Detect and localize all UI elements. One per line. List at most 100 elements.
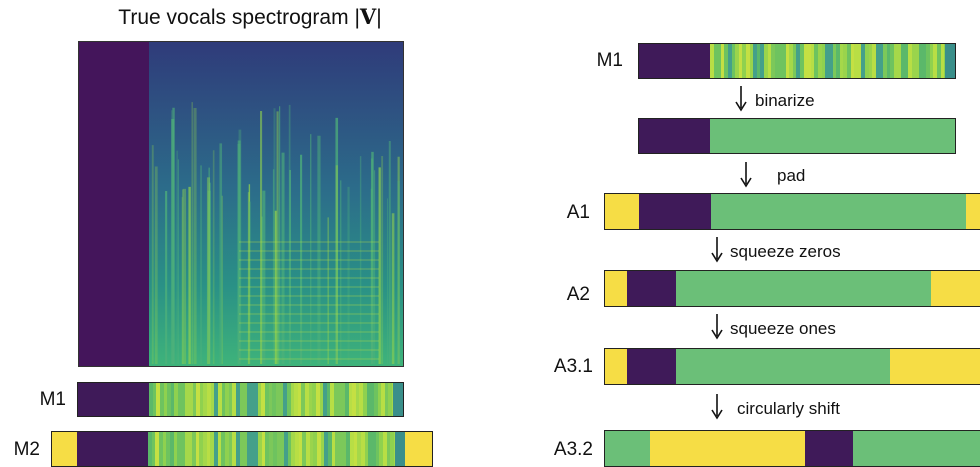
mask-stripe [305,383,310,416]
mask-stripe [731,44,736,78]
zero-segment [627,271,676,306]
mask-stripe [148,432,153,466]
mask-stripe [203,383,208,416]
mask-stripe [170,432,175,466]
a32-label: A3.2 [553,439,593,460]
title-symbol-close: | [376,6,382,29]
zero-segment [805,431,853,466]
mask-stripe [181,383,186,416]
mask-stripe [232,383,237,416]
mask-stripe [268,383,273,416]
mask-stripe [214,432,219,466]
pad-left-segment [605,349,628,384]
mask-stripe [232,432,237,466]
mask-stripe [177,432,182,466]
circular-shift-step-label: circularly shift [737,399,840,418]
mask-stripe [283,432,288,466]
mask-stripe [918,44,924,78]
mask-stripe [236,432,241,466]
left-m1-mask [77,382,404,417]
mask-stripe [371,432,377,466]
mask-stripe [297,383,302,416]
mask-stripe [774,44,779,78]
mask-stripe [933,44,938,78]
mask-stripe [785,44,790,78]
mask-stripe [381,383,386,416]
mask-stripe [298,432,303,466]
mask-stripe [279,383,284,416]
mask-stripe [287,432,292,466]
mask-stripe [857,44,862,78]
squeeze-ones-arrow-icon [711,314,723,340]
mask-stripe [388,383,393,416]
mask-stripe [155,432,160,466]
mask-stripe [286,383,291,416]
mask-stripe [868,44,873,78]
mask-stripe [334,383,339,416]
mask-stripe [149,383,154,416]
mask-stripe [276,432,281,466]
mask-stripe [188,383,194,416]
left-m2-mask [51,431,433,467]
right-m1-label: M1 [596,50,623,71]
circular-shift-arrow-icon [711,394,723,420]
mask-stripe [265,383,270,416]
pad-arrow-icon [740,162,752,188]
mask-stripe [807,44,812,78]
mask-stripe [929,44,934,78]
mask-stripe [294,432,300,466]
mask-stripe [199,383,204,416]
mask-stripe [379,432,384,466]
one-segment-wrap [605,431,651,466]
mask-stripe [188,432,193,466]
mask-stripe [386,432,391,466]
title-symbol-open: | [354,6,360,29]
binary-mask [638,118,956,154]
mask-stripe [922,44,927,78]
mask-stripe [239,383,244,416]
mask-stripe [346,432,351,466]
mask-stripe [375,432,380,466]
mask-stripe [312,383,317,416]
mask-stripe [348,383,353,416]
mask-stripe [173,432,178,466]
mask-stripe [178,383,183,416]
mask-stripe [330,383,335,416]
mask-stripe [327,432,333,466]
mask-stripe [771,44,776,78]
mask-stripe [324,432,329,466]
mask-stripe [265,432,270,466]
pad-left-segment [605,194,639,229]
mask-stripe [861,44,866,78]
mask-stripe-end [394,432,405,466]
mask-stripe [174,383,179,416]
mask-stripe [384,383,389,416]
mask-stripe [276,383,281,416]
pad-left-segment [605,271,628,306]
mask-stripe [897,44,902,78]
mask-stripe [368,432,373,466]
mask-stripe [353,432,358,466]
mask-stripe [217,432,222,466]
mask-stripe [756,44,761,78]
zero-segment [639,194,711,229]
mask-stripe [302,432,307,466]
mask-soft-segment [149,383,403,416]
mask-stripe [290,383,295,416]
mask-stripe [247,432,252,466]
mask-stripe [159,383,164,416]
left-m1-label: M1 [39,389,66,410]
mask-stripe [789,44,794,78]
mask-stripe [243,383,248,416]
mask-stripe [221,432,226,466]
mask-stripe [331,432,336,466]
mask-stripe [915,44,920,78]
mask-stripe [720,44,725,78]
mask-stripe [836,44,841,78]
pad-right-segment [405,432,432,466]
mask-stripe [152,383,157,416]
mask-stripe [796,44,801,78]
mask-stripe [199,432,204,466]
squeeze-zeros-step-label: squeeze zeros [730,242,841,261]
a31-mask [604,348,980,385]
